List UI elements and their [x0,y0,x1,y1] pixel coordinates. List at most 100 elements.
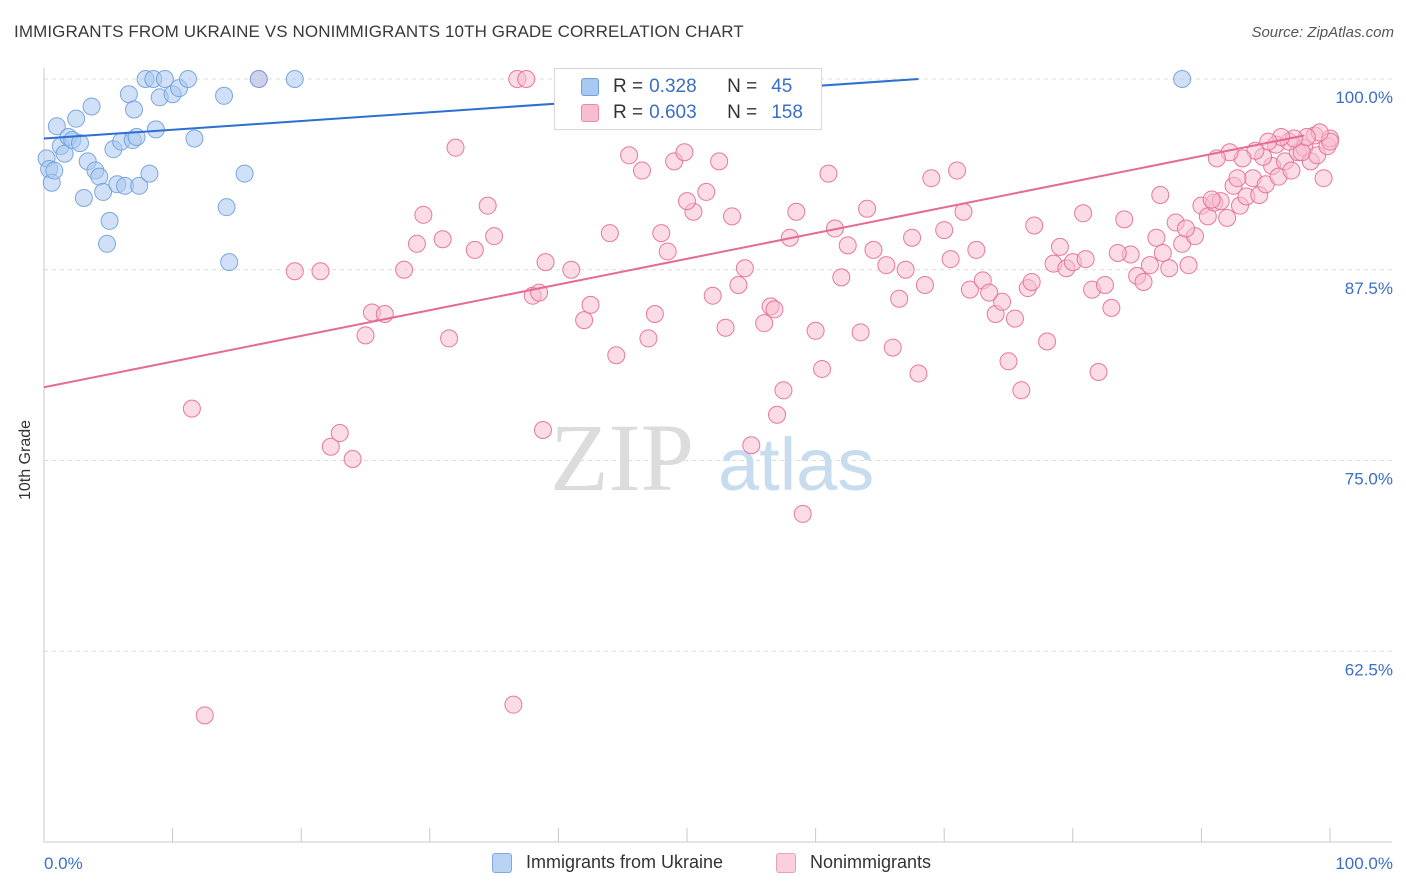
ukraine-point [94,182,113,201]
legend-item-ukraine[interactable]: Immigrants from Ukraine [492,852,723,873]
ukraine-point [100,211,119,230]
nonimmigrant-point [1134,272,1153,291]
nonimmigrant-point [652,224,671,243]
ukraine-point [220,253,239,272]
data-points [37,70,1339,725]
nonimmigrant-point [883,338,902,357]
legend-row-nonimmigrants: R = 0.603 N = 158 [581,101,803,125]
ukraine-point [215,86,234,105]
nonimmigrant-point [504,695,523,714]
nonimmigrant-point [645,305,664,324]
ukraine-point [55,144,74,163]
nonimmigrant-point [1228,169,1247,188]
watermark: ZIP atlas [550,404,874,511]
nonimmigrant-point [407,234,426,253]
nonimmigrant-point [1022,272,1041,291]
nonimmigrant-point [1076,250,1095,269]
ukraine-point [179,70,198,88]
nonimmigrant-point [896,260,915,279]
tick-labels: 62.5% 75.0% 87.5% 100.0% 0.0% 100.0% [44,88,1393,873]
nonimmigrant-point [1038,332,1057,351]
nonimmigrant-point [890,289,909,308]
watermark-zip: ZIP [550,404,694,511]
nonimmigrant-point [632,161,651,180]
nonimmigrant-point [395,260,414,279]
nonimmigrant-point [710,152,729,171]
ukraine-point [1173,70,1192,88]
nonimmigrant-point [813,359,832,378]
nonimmigrant-point [1179,256,1198,275]
nonimmigrant-point [465,240,484,259]
nonimmigrant-point [620,146,639,165]
nonimmigrant-point [581,295,600,314]
nonimmigrant-point [658,242,677,261]
ukraine-point [119,85,138,104]
nonimmigrant-point [1074,204,1093,223]
nonimmigrant-point [768,405,787,424]
nonimmigrant-point [793,504,812,523]
ukraine-point [47,117,66,136]
legend-n-value: 45 [771,76,793,97]
nonimmigrant-point [980,283,999,302]
legend-n-label: N = [727,102,758,123]
legend-r-value: 0.328 [649,76,697,97]
nonimmigrant-point [922,169,941,188]
nonimmigrant-point [1050,237,1069,256]
legend-swatch-ukraine [492,852,512,873]
nonimmigrant-point [1102,298,1121,317]
nonimmigrant-point [1314,169,1333,188]
nonimmigrant-point [877,256,896,275]
legend-swatch-ukraine [581,78,599,96]
nonimmigrant-point [993,292,1012,311]
nonimmigrant-point [838,236,857,255]
ukraine-point [217,198,236,217]
legend-n-value: 158 [771,102,803,123]
nonimmigrant-point [960,280,979,299]
nonimmigrant-point [755,314,774,333]
nonimmigrant-point [195,706,214,725]
legend-swatch-nonimmigrants [776,852,796,873]
nonimmigrant-point [1089,362,1108,381]
ukraine-point [74,189,93,208]
legend-r-label: R = [613,76,644,97]
ukraine-point [285,70,304,88]
ukraine-point [71,134,90,153]
nonimmigrant-point [536,253,555,272]
ukraine-point [82,97,101,116]
ukraine-point [90,167,109,186]
nonimmigrant-point [851,323,870,342]
nonimmigrant-point [787,202,806,221]
nonimmigrant-point [1176,219,1195,238]
series-legend: Immigrants from Ukraine Nonimmigrants [0,852,1406,876]
x-tick-label-max: 100.0% [1335,854,1393,873]
nonimmigrant-point [1218,208,1237,227]
nonimmigrant-point [575,311,594,330]
nonimmigrant-point [697,182,716,201]
nonimmigrant-point [478,196,497,215]
nonimmigrant-point [819,164,838,183]
nonimmigrant-point [716,318,735,337]
nonimmigrant-point [321,437,340,456]
nonimmigrant-point [1025,216,1044,235]
nonimmigrant-point [967,240,986,259]
nonimmigrant-point [864,240,883,259]
nonimmigrant-point [935,221,954,240]
ukraine-point [140,164,159,183]
axes [43,68,1392,843]
nonimmigrant-point [607,346,626,365]
nonimmigrant-point [806,321,825,340]
nonimmigrant-point [858,199,877,218]
legend-item-nonimmigrants[interactable]: Nonimmigrants [776,852,931,873]
nonimmigrant-point [1151,185,1170,204]
legend-label-ukraine: Immigrants from Ukraine [526,852,724,872]
nonimmigrant-point [1153,243,1172,262]
y-tick-label: 100.0% [1335,88,1393,107]
ukraine-point [146,120,165,139]
nonimmigrant-point [1147,228,1166,247]
ukraine-point [130,176,149,195]
nonimmigrant-point [1108,243,1127,262]
ukraine-point [125,100,144,119]
nonimmigrant-point [729,276,748,295]
nonimmigrant-point [517,70,536,88]
